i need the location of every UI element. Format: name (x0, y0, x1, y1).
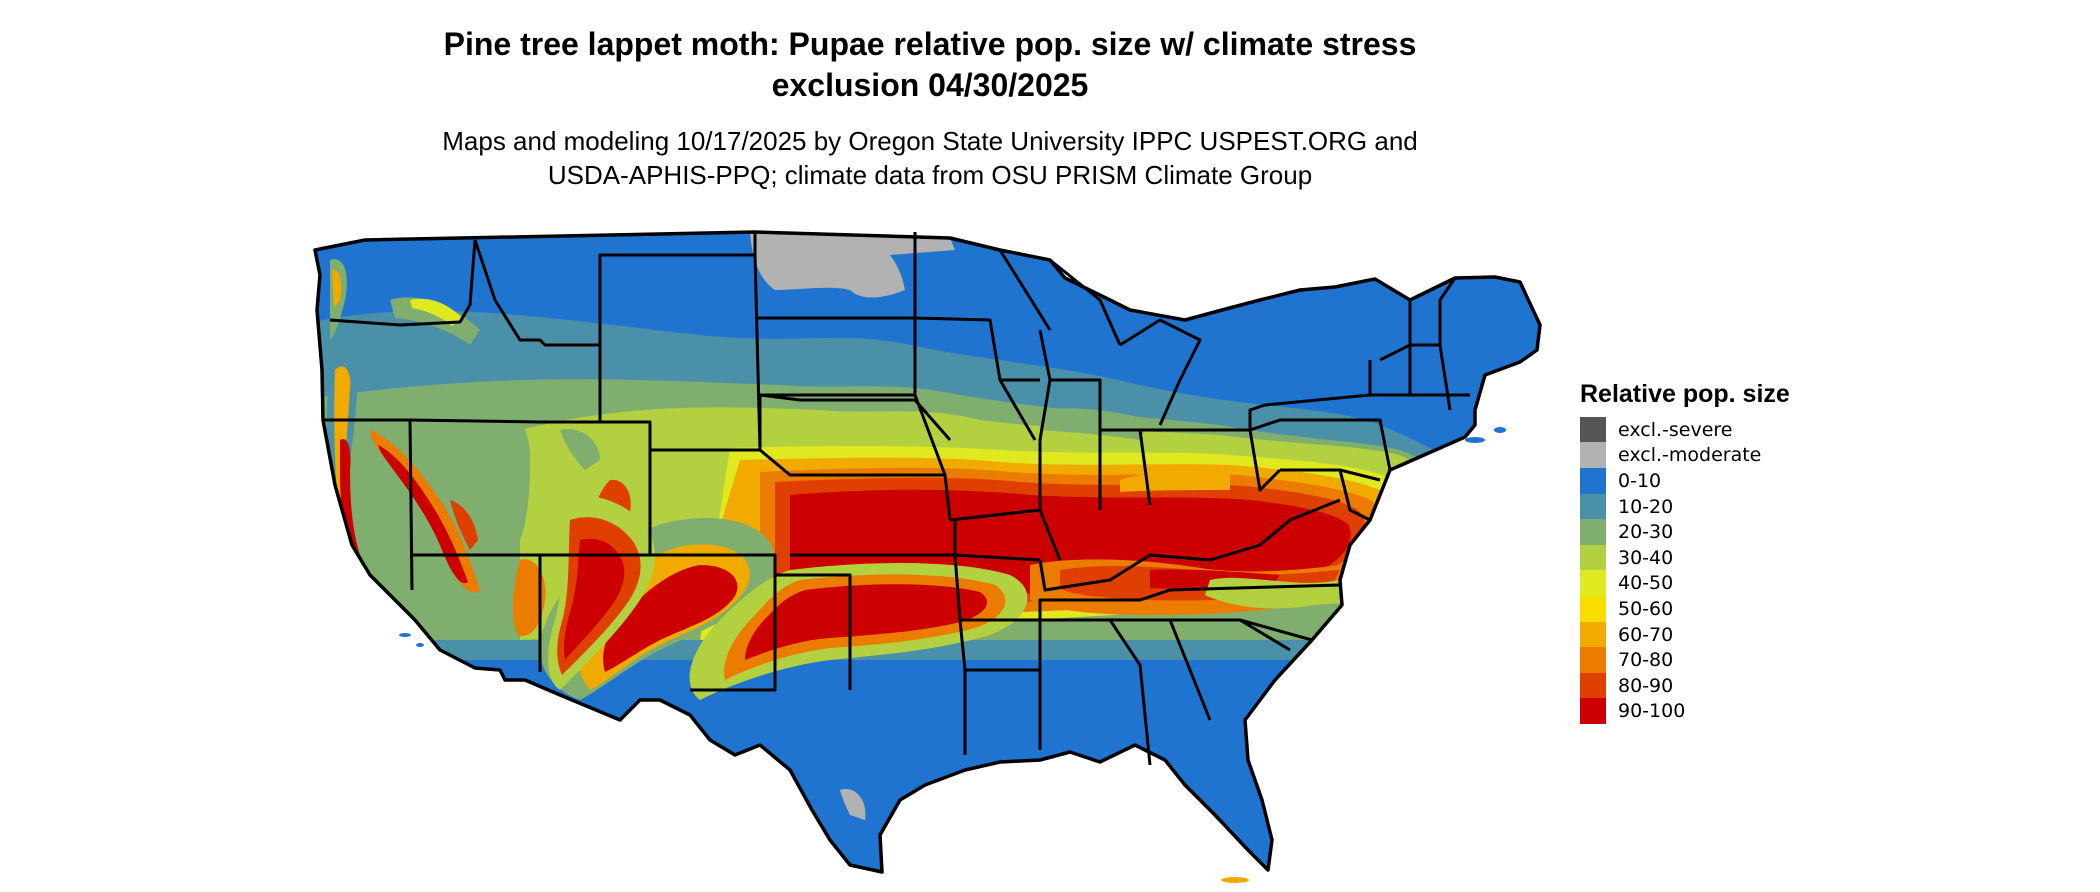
map-title-line-1: Pine tree lappet moth: Pupae relative po… (443, 26, 1417, 62)
legend-label: 10-20 (1618, 495, 1674, 518)
legend-label: 30-40 (1618, 546, 1674, 569)
legend-swatch (1580, 595, 1606, 622)
coastal-islands (399, 427, 1506, 647)
legend-item: 50-60 (1580, 595, 1790, 622)
legend-swatch (1580, 621, 1606, 648)
us-map (313, 230, 1542, 883)
legend-swatch (1580, 672, 1606, 699)
legend-label: 50-60 (1618, 597, 1674, 620)
legend-item: 20-30 (1580, 519, 1790, 546)
legend-item: 10-20 (1580, 493, 1790, 520)
legend-item: excl.-moderate (1580, 442, 1790, 469)
legend-label: 70-80 (1618, 649, 1674, 672)
legend-label: excl.-moderate (1618, 444, 1762, 467)
map-subtitle: Maps and modeling 10/17/2025 by Oregon S… (0, 124, 1860, 192)
legend-item: 40-50 (1580, 570, 1790, 597)
map-title-line-2: exclusion 04/30/2025 (771, 67, 1089, 103)
state-borders (313, 230, 1542, 874)
legend-swatch (1580, 467, 1606, 494)
florida-keys (1221, 877, 1249, 883)
legend-swatch (1580, 416, 1606, 443)
map-title: Pine tree lappet moth: Pupae relative po… (0, 24, 1860, 106)
legend-title: Relative pop. size (1580, 380, 1790, 408)
legend-label: excl.-severe (1618, 418, 1733, 441)
legend-label: 60-70 (1618, 623, 1674, 646)
legend-item: 0-10 (1580, 467, 1790, 494)
legend-label: 20-30 (1618, 521, 1674, 544)
legend-item: 60-70 (1580, 621, 1790, 648)
legend-swatch (1580, 493, 1606, 520)
legend-swatch (1580, 647, 1606, 674)
map-subtitle-line-1: Maps and modeling 10/17/2025 by Oregon S… (442, 126, 1418, 156)
legend-label: 0-10 (1618, 469, 1662, 492)
legend-item: 30-40 (1580, 544, 1790, 571)
map-subtitle-line-2: USDA-APHIS-PPQ; climate data from OSU PR… (547, 160, 1313, 190)
legend-item: 90-100 (1580, 698, 1790, 725)
legend-swatch (1580, 544, 1606, 571)
legend-label: 80-90 (1618, 674, 1674, 697)
legend-item: 70-80 (1580, 647, 1790, 674)
legend-swatch (1580, 519, 1606, 546)
legend-items: excl.-severe excl.-moderate 0-10 10-20 20-30… (1580, 416, 1790, 725)
legend-swatch (1580, 570, 1606, 597)
legend-label: 40-50 (1618, 572, 1674, 595)
population-surface (315, 232, 1540, 872)
legend-item: excl.-severe (1580, 416, 1790, 443)
legend: Relative pop. size excl.-severe excl.-mod… (1580, 380, 1790, 725)
legend-swatch (1580, 442, 1606, 469)
legend-swatch (1580, 698, 1606, 725)
legend-label: 90-100 (1618, 700, 1686, 723)
legend-item: 80-90 (1580, 672, 1790, 699)
